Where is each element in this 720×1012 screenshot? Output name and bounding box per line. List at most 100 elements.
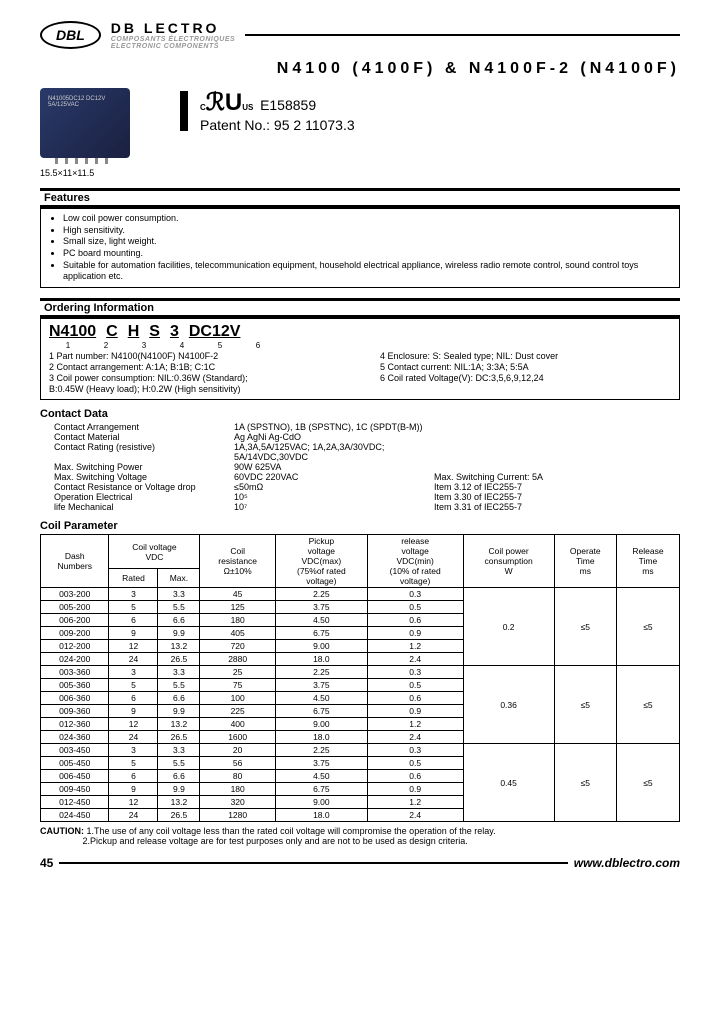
coil-table: DashNumbers Coil voltageVDC Coilresistan… (40, 534, 680, 822)
ordering-line: B:0.45W (Heavy load); H:0.2W (High sensi… (49, 384, 340, 394)
coil-cell: 1.2 (367, 640, 463, 653)
coil-cell: 003-360 (41, 666, 109, 679)
coil-cell: 56 (200, 757, 276, 770)
contact-data: Contact Arrangement1A (SPSTNO), 1B (SPST… (54, 422, 680, 512)
coil-cell: 9 (109, 627, 158, 640)
coil-cell: 005-450 (41, 757, 109, 770)
ordering-line: 1 Part number: N4100(N4100F) N4100F-2 (49, 351, 340, 361)
coil-cell: 1.2 (367, 796, 463, 809)
coil-cell: ≤5 (616, 666, 679, 744)
footer-rule (59, 862, 567, 864)
relay-dimensions: 15.5×11×11.5 (40, 168, 140, 178)
coil-cell: 9.9 (158, 705, 200, 718)
caution-line1: 1.The use of any coil voltage less than … (87, 826, 496, 836)
coil-cell: 9.00 (275, 796, 367, 809)
th-dash: DashNumbers (41, 535, 109, 588)
coil-cell: 005-360 (41, 679, 109, 692)
coil-cell: 18.0 (275, 731, 367, 744)
coil-cell: 006-450 (41, 770, 109, 783)
cert-block: CℛUUS E158859 Patent No.: 95 2 11073.3 (180, 88, 355, 133)
ordering-left: 1 Part number: N4100(N4100F) N4100F-22 C… (49, 350, 340, 395)
contact-label: life Mechanical (54, 502, 234, 512)
header-rule (245, 34, 680, 36)
ul-mark: CℛUUS (200, 89, 260, 116)
coil-cell: ≤5 (554, 588, 616, 666)
ordering-box: N4100CHS3DC12V 123456 1 Part number: N41… (40, 318, 680, 400)
coil-cell: 0.9 (367, 783, 463, 796)
coil-cell: 12 (109, 796, 158, 809)
coil-cell: 0.3 (367, 666, 463, 679)
ordering-code-part: DC12V (189, 323, 241, 340)
coil-cell: 9.9 (158, 783, 200, 796)
coil-cell: 009-200 (41, 627, 109, 640)
contact-row: life Mechanical10⁷Item 3.31 of IEC255-7 (54, 502, 680, 512)
page-number: 45 (40, 856, 53, 870)
th-opt: OperateTimems (554, 535, 616, 588)
contact-row: Contact Arrangement1A (SPSTNO), 1B (SPST… (54, 422, 680, 432)
ordering-line: 4 Enclosure: S: Sealed type; NIL: Dust c… (380, 351, 671, 361)
brand-sub2: ELECTRONIC COMPONENTS (111, 43, 235, 50)
coil-cell: 9 (109, 783, 158, 796)
caution-line2: 2.Pickup and release voltage are for tes… (83, 836, 468, 846)
coil-cell: 5.5 (158, 757, 200, 770)
th-max: Max. (158, 568, 200, 587)
features-heading: Features (40, 188, 680, 208)
contact-value2: Item 3.12 of IEC255-7 (434, 482, 522, 492)
ordering-line: 3 Coil power consumption: NIL:0.36W (Sta… (49, 373, 340, 383)
coil-cell: 26.5 (158, 653, 200, 666)
coil-cell: 9.9 (158, 627, 200, 640)
footer: 45 www.dblectro.com (40, 856, 680, 870)
coil-cell: 25 (200, 666, 276, 679)
contact-value: 10⁷ (234, 502, 434, 512)
coil-cell: 2.25 (275, 588, 367, 601)
contact-value: 90W 625VA (234, 462, 434, 472)
coil-cell: 2880 (200, 653, 276, 666)
coil-cell: 2.25 (275, 744, 367, 757)
coil-cell: 3 (109, 588, 158, 601)
contact-label: Contact Material (54, 432, 234, 442)
coil-cell: 2.4 (367, 653, 463, 666)
coil-cell: 18.0 (275, 653, 367, 666)
coil-cell: ≤5 (554, 744, 616, 822)
coil-cell: 5.5 (158, 601, 200, 614)
coil-cell: 0.9 (367, 705, 463, 718)
coil-cell: 24 (109, 809, 158, 822)
ordering-code-part: N4100 (49, 323, 96, 340)
th-power: Coil powerconsumptionW (463, 535, 554, 588)
th-relt: ReleaseTimems (616, 535, 679, 588)
coil-cell: 180 (200, 614, 276, 627)
th-release: releasevoltageVDC(min)(10% of ratedvolta… (367, 535, 463, 588)
coil-cell: 024-450 (41, 809, 109, 822)
contact-value2: Item 3.30 of IEC255-7 (434, 492, 522, 502)
coil-cell: 024-200 (41, 653, 109, 666)
coil-cell: 12 (109, 640, 158, 653)
footer-url: www.dblectro.com (574, 856, 680, 870)
cert-bar (180, 91, 188, 131)
coil-cell: 0.6 (367, 770, 463, 783)
contact-row: Max. Switching Voltage60VDC 220VACMax. S… (54, 472, 680, 482)
contact-row: Contact Rating (resistive)1A,3A,5A/125VA… (54, 442, 680, 462)
contact-label: Contact Arrangement (54, 422, 234, 432)
coil-cell: 18.0 (275, 809, 367, 822)
coil-cell: 009-450 (41, 783, 109, 796)
relay-chip-label: N41005DC12 DC12V 5A/125VAC (48, 96, 130, 108)
brand-block: DB LECTRO COMPOSANTS ÉLECTRONIQUES ELECT… (111, 20, 235, 50)
ordering-code: N4100CHS3DC12V (49, 323, 671, 341)
logo-oval: DBL (40, 21, 101, 49)
product-title: N4100 (4100F) & N4100F-2 (N4100F) (40, 60, 680, 78)
caution: CAUTION: 1.The use of any coil voltage l… (40, 826, 680, 846)
coil-cell: 3.75 (275, 757, 367, 770)
coil-cell: 012-360 (41, 718, 109, 731)
coil-cell: 3.75 (275, 601, 367, 614)
coil-cell: 125 (200, 601, 276, 614)
coil-cell: 100 (200, 692, 276, 705)
coil-cell: 0.5 (367, 757, 463, 770)
coil-cell: 009-360 (41, 705, 109, 718)
contact-label: Contact Rating (resistive) (54, 442, 234, 462)
relay-photo-block: N41005DC12 DC12V 5A/125VAC 15.5×11×11.5 (40, 88, 140, 178)
ordering-nums: 123456 (49, 341, 671, 350)
contact-value2: Item 3.31 of IEC255-7 (434, 502, 522, 512)
coil-cell: 9 (109, 705, 158, 718)
relay-image: N41005DC12 DC12V 5A/125VAC (40, 88, 130, 158)
patent-no: Patent No.: 95 2 11073.3 (200, 117, 355, 133)
